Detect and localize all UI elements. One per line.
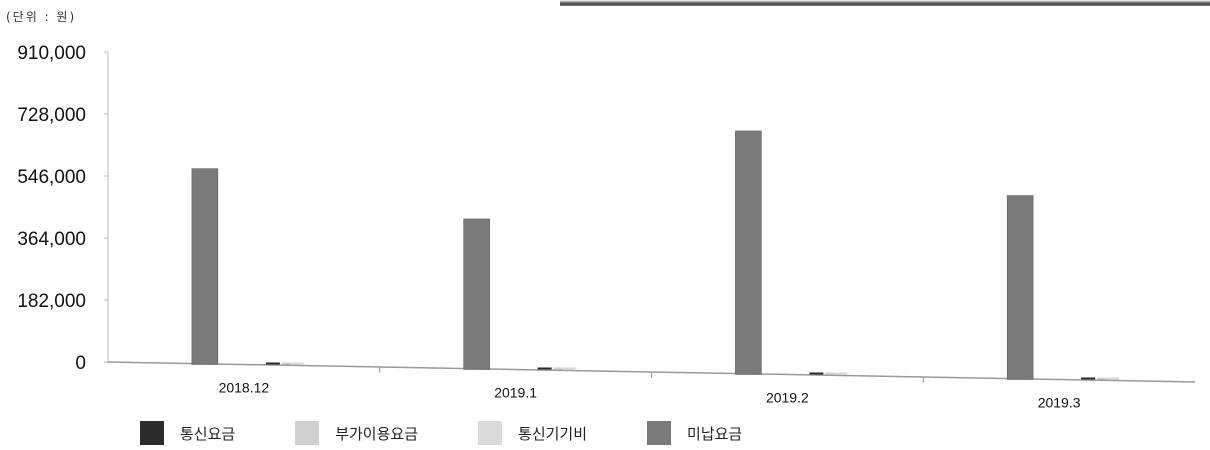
- legend-label: 통신요금: [180, 424, 236, 443]
- bar-부가이용요금: [553, 367, 568, 370]
- bar-통신요금: [537, 367, 552, 370]
- legend-label: 통신기기비: [518, 424, 588, 443]
- legend-swatch: [295, 421, 320, 445]
- bar-미납요금: [191, 168, 219, 365]
- x-tick-label: 2019.1: [494, 385, 537, 401]
- bar-통신요금: [809, 372, 824, 375]
- x-tick-label: 2019.2: [766, 390, 809, 406]
- y-tick-label: 910,000: [17, 43, 86, 64]
- legend-item: 부가이용요금: [295, 421, 418, 445]
- unit-label: (단위 : 원): [6, 10, 77, 24]
- legend-label: 부가이용요금: [335, 424, 419, 443]
- y-tick-label: 0: [75, 353, 86, 374]
- legend-label: 미납요금: [687, 424, 743, 443]
- legend: 통신요금 부가이용요금 통신기기비 미납요금: [140, 418, 802, 448]
- y-tick-label: 728,000: [17, 105, 86, 126]
- bars: [191, 130, 1120, 380]
- legend-item: 통신기기비: [478, 421, 587, 445]
- legend-item: 미납요금: [647, 421, 742, 445]
- x-tick-label: 2019.3: [1038, 395, 1081, 411]
- bar-통신기기비: [289, 362, 304, 365]
- bar-통신기기비: [1105, 377, 1120, 380]
- y-tick-label: 182,000: [17, 291, 86, 312]
- y-tick-label: 364,000: [17, 229, 86, 250]
- bar-부가이용요금: [281, 362, 296, 365]
- bar-통신기기비: [833, 372, 848, 375]
- legend-swatch: [647, 421, 672, 445]
- bar-미납요금: [1006, 195, 1034, 380]
- y-tick-label: 546,000: [17, 167, 86, 188]
- bar-통신요금: [265, 362, 280, 365]
- legend-swatch: [140, 421, 164, 445]
- y-axis: 910,000 728,000 546,000 364,000 182,000 0: [17, 43, 109, 374]
- bar-부가이용요금: [825, 372, 840, 375]
- bar-부가이용요금: [1097, 377, 1112, 380]
- bar-통신요금: [1081, 377, 1096, 380]
- top-border-line: [560, 0, 1210, 6]
- legend-swatch: [478, 421, 503, 445]
- x-tick-label: 2018.12: [219, 380, 270, 396]
- bar-미납요금: [735, 130, 762, 375]
- bar-chart: 910,000 728,000 546,000 364,000 182,000 0 201…: [17, 43, 1196, 411]
- legend-item: 통신요금: [140, 421, 235, 445]
- bar-미납요금: [463, 218, 490, 370]
- bar-통신기기비: [561, 367, 576, 370]
